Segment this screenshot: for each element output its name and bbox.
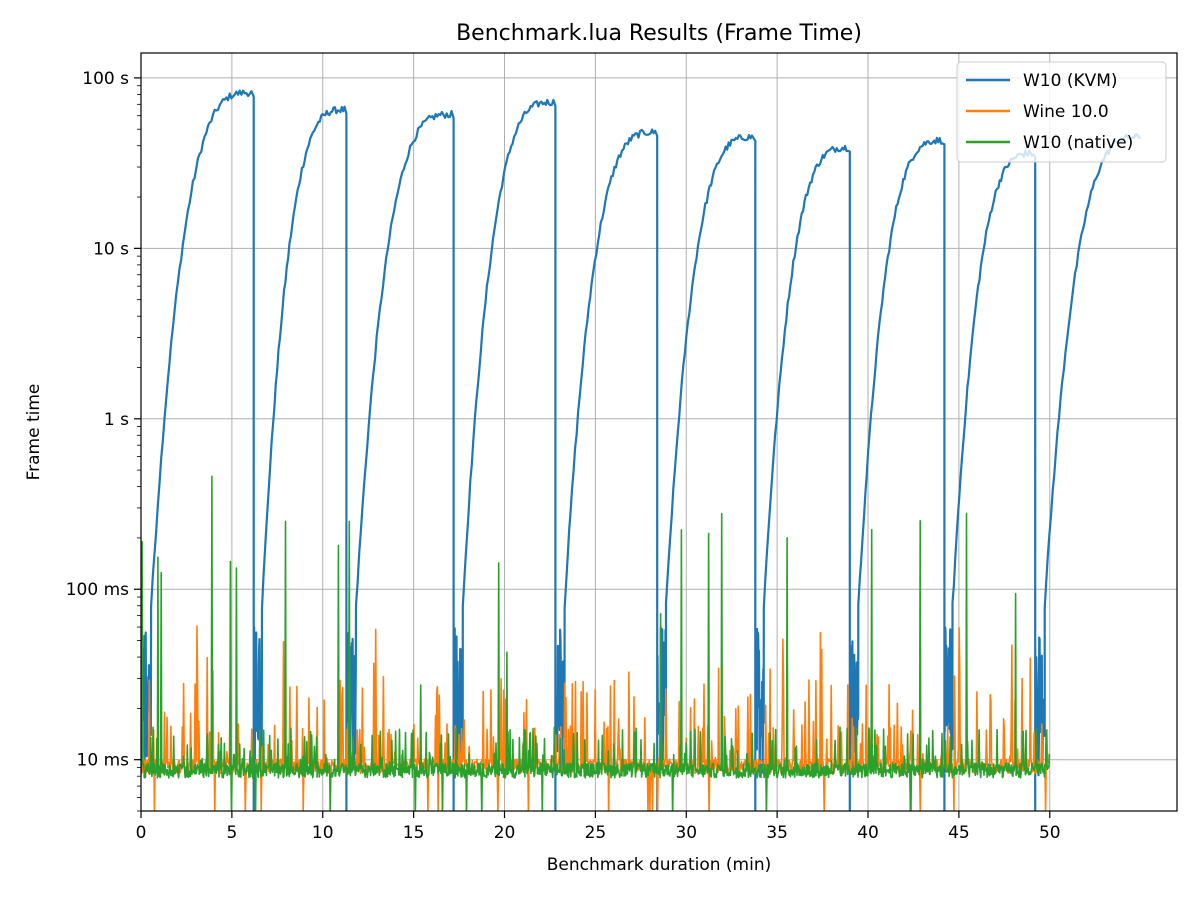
x-tick-label: 25: [585, 823, 607, 843]
axis-ticks: 0 5 10 15 20 25 30 35 40 45 50 10 ms 100 ms 1 s 10 s 10…: [66, 69, 1061, 843]
plot-frame: [140, 52, 1178, 812]
legend-label: Wine 10.0: [1023, 102, 1109, 122]
y-tick-label: 10 s: [93, 239, 129, 259]
legend-label: W10 (KVM): [1023, 71, 1118, 91]
legend: W10 (KVM) Wine 10.0 W10 (native): [956, 61, 1167, 163]
x-tick-label: 45: [948, 823, 970, 843]
y-tick-label: 100 s: [82, 69, 129, 89]
chart-title: Benchmark.lua Results (Frame Time): [456, 21, 862, 46]
x-tick-label: 0: [136, 823, 147, 843]
y-tick-label: 10 ms: [77, 751, 130, 771]
x-tick-label: 5: [226, 823, 237, 843]
legend-box: [956, 61, 1167, 163]
series-line-w10-native: [141, 475, 1051, 811]
x-tick-label: 10: [312, 823, 334, 843]
y-axis-label: Frame time: [24, 384, 44, 481]
legend-label: W10 (native): [1023, 133, 1133, 153]
series-line-w10-kvm: [141, 89, 1141, 811]
series-layer: [141, 89, 1141, 811]
x-tick-label: 40: [857, 823, 879, 843]
x-tick-label: 30: [675, 823, 697, 843]
x-axis-label: Benchmark duration (min): [547, 855, 772, 875]
x-tick-label: 20: [494, 823, 516, 843]
x-tick-label: 15: [403, 823, 425, 843]
y-tick-label: 1 s: [104, 410, 129, 430]
x-tick-label: 50: [1039, 823, 1061, 843]
y-tick-label: 100 ms: [66, 580, 129, 600]
x-tick-label: 35: [766, 823, 788, 843]
